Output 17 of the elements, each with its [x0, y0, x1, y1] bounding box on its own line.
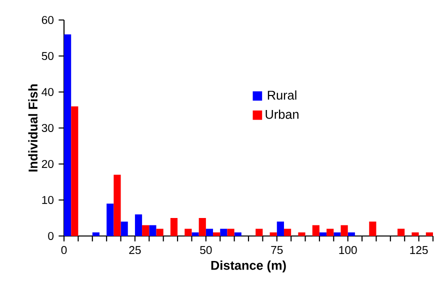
y-tick-label: 10	[42, 196, 54, 204]
y-tick-label: 40	[42, 88, 54, 96]
x-tick-label: 125	[410, 246, 428, 254]
y-tick-label: 50	[42, 52, 54, 60]
x-axis-title: Distance (m)	[211, 260, 286, 272]
x-tick-label: 50	[200, 246, 212, 254]
y-tick-label: 60	[42, 16, 54, 24]
x-tick-label: 0	[61, 246, 67, 254]
x-tick-label: 100	[339, 246, 357, 254]
y-tick-label: 20	[42, 160, 54, 168]
x-tick-label: 25	[129, 246, 141, 254]
y-axis-title: Individual Fish	[28, 84, 38, 172]
legend-label: Urban	[266, 110, 298, 119]
y-tick-label: 0	[48, 232, 54, 240]
x-tick-label: 75	[271, 246, 283, 254]
legend-label: Rural	[268, 90, 296, 100]
y-tick-label: 30	[42, 124, 54, 132]
